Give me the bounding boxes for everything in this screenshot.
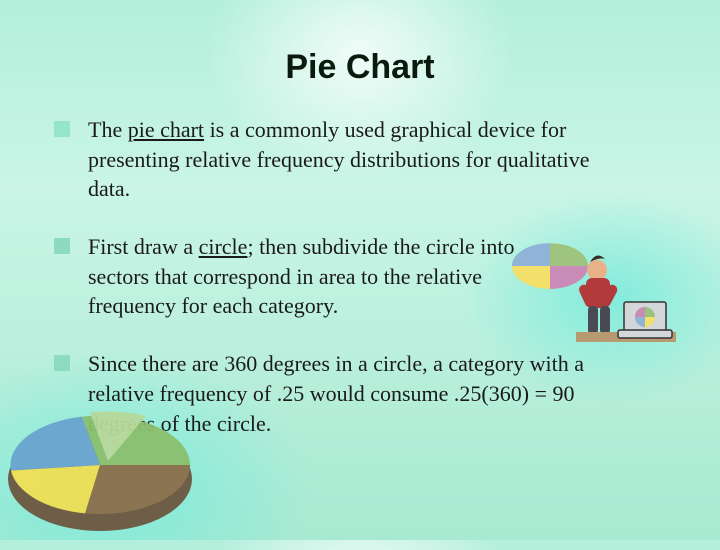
underlined-term: pie chart xyxy=(128,117,204,142)
bullet-item-2: First draw a circle; then subdivide the … xyxy=(54,232,524,321)
underlined-term: circle xyxy=(199,234,248,259)
person-laptop-pie-icon xyxy=(512,232,682,372)
bullet-text: The xyxy=(88,117,128,142)
decorative-pie-icon xyxy=(0,370,210,550)
bullet-item-1: The pie chart is a commonly used graphic… xyxy=(54,115,634,204)
page-title: Pie Chart xyxy=(0,48,720,87)
bullet-text: First draw a xyxy=(88,234,199,259)
